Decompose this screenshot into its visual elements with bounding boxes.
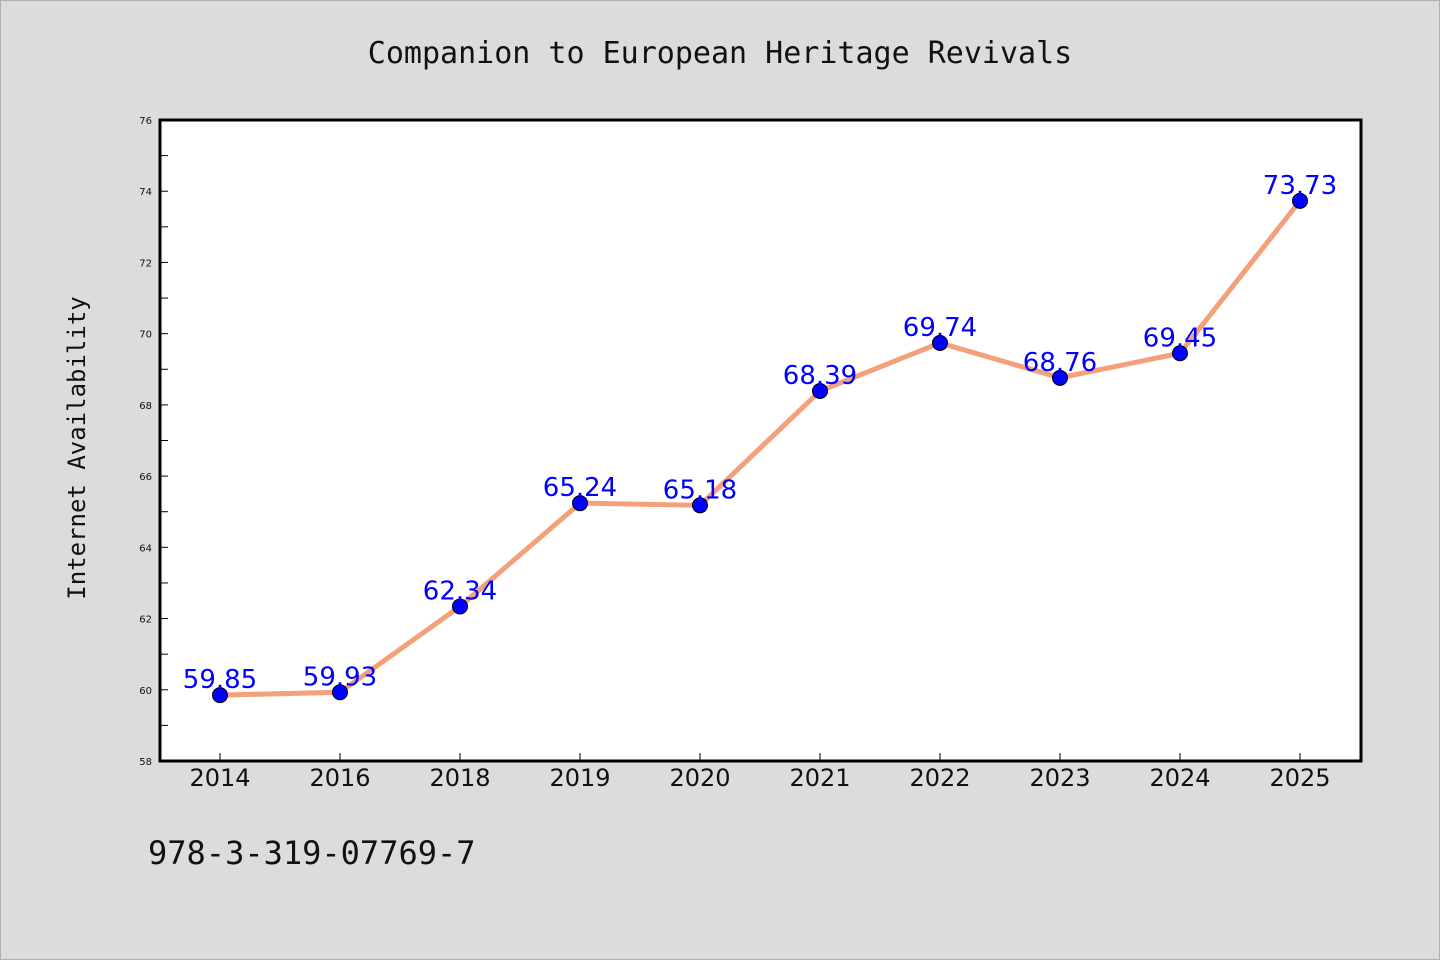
data-label: 69.74 xyxy=(903,313,977,343)
x-tick-label: 2021 xyxy=(789,764,850,792)
data-label: 65.18 xyxy=(663,475,737,505)
y-tick-label: 62 xyxy=(139,615,152,626)
x-tick-label: 2018 xyxy=(429,764,490,792)
data-point xyxy=(932,334,948,351)
x-tick-label: 2019 xyxy=(549,764,610,792)
data-label: 59.93 xyxy=(303,662,377,692)
x-tick-label: 2014 xyxy=(189,764,250,792)
x-tick-label: 2024 xyxy=(1149,764,1210,792)
y-tick-label: 68 xyxy=(139,401,152,412)
data-label: 68.76 xyxy=(1023,348,1097,378)
y-tick-label: 58 xyxy=(139,757,152,768)
data-point xyxy=(452,598,468,615)
data-point xyxy=(332,684,348,701)
y-tick-label: 76 xyxy=(139,116,152,127)
series-line xyxy=(217,198,1303,698)
data-label: 62.34 xyxy=(423,576,497,606)
plot-area xyxy=(158,118,1363,763)
x-axis-ticks: 2014 2016 2018 2019 2020 2021 2022 2023 2024 2025 xyxy=(189,753,1331,792)
data-label: 59.85 xyxy=(183,665,257,695)
data-point xyxy=(812,383,828,400)
data-label: 73.73 xyxy=(1263,171,1337,201)
data-point xyxy=(1172,345,1188,362)
y-tick-label: 60 xyxy=(139,686,152,697)
x-tick-label: 2025 xyxy=(1269,764,1330,792)
data-point xyxy=(1292,192,1308,209)
x-tick-label: 2020 xyxy=(669,764,730,792)
y-tick-label: 72 xyxy=(139,258,152,269)
data-label: 68.39 xyxy=(783,361,857,391)
data-point xyxy=(572,495,588,512)
x-tick-label: 2023 xyxy=(1029,764,1090,792)
x-tick-label: 2022 xyxy=(909,764,970,792)
isbn-text: 978-3-319-07769-7 xyxy=(148,834,476,872)
y-axis-label: Internet Availability xyxy=(63,296,91,599)
y-axis-ticks: 58 60 62 64 66 68 70 72 74 76 xyxy=(139,116,168,768)
data-point xyxy=(1052,369,1068,386)
data-label: 69.45 xyxy=(1143,323,1217,353)
x-tick-label: 2016 xyxy=(309,764,370,792)
y-tick-label: 64 xyxy=(139,543,152,554)
chart-title: Companion to European Heritage Revivals xyxy=(368,36,1072,71)
y-tick-label: 70 xyxy=(139,330,152,341)
series-group: 59.85 59.93 62.34 65.24 65.18 68.39 69.74 68.76… xyxy=(183,171,1337,704)
data-label: 65.24 xyxy=(543,473,617,503)
y-tick-label: 66 xyxy=(139,472,152,483)
data-point xyxy=(212,687,228,704)
data-point xyxy=(692,497,708,514)
y-tick-label: 74 xyxy=(139,187,152,198)
